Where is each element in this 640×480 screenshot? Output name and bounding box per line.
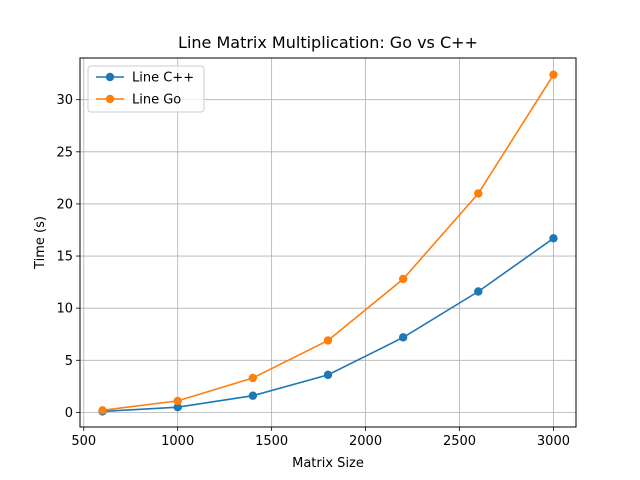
data-point bbox=[173, 396, 182, 406]
y-tick-label: 30 bbox=[56, 93, 73, 108]
y-tick-label: 5 bbox=[65, 354, 73, 369]
data-point bbox=[173, 402, 182, 412]
legend: Line C++ Line Go bbox=[87, 65, 205, 113]
legend-label: Line Go bbox=[132, 93, 181, 108]
legend-swatch-marker bbox=[105, 72, 115, 82]
legend-swatch-marker bbox=[105, 94, 115, 104]
y-tick-label: 20 bbox=[56, 197, 73, 212]
x-axis-label: Matrix Size bbox=[292, 456, 364, 471]
data-point bbox=[549, 234, 558, 243]
data-point bbox=[98, 406, 107, 415]
x-tick-label: 1000 bbox=[161, 434, 194, 449]
grid bbox=[80, 58, 576, 427]
x-tick-label: 2000 bbox=[349, 434, 382, 449]
x-tick-label: 500 bbox=[71, 434, 96, 449]
x-tick-label: 3000 bbox=[537, 434, 570, 449]
data-point bbox=[323, 336, 333, 345]
data-point bbox=[474, 189, 483, 198]
x-tick-label: 1500 bbox=[255, 434, 288, 449]
data-point bbox=[248, 373, 258, 383]
axis-ticks: 500 1000 1500 2000 2500 3000 0 5 10 15 20 25 30 bbox=[56, 93, 570, 449]
series-1 bbox=[98, 70, 558, 415]
data-point bbox=[549, 70, 558, 79]
y-axis-label: Time (s) bbox=[33, 216, 48, 270]
y-tick-label: 15 bbox=[56, 250, 73, 265]
x-tick-label: 2500 bbox=[443, 434, 476, 449]
y-tick-label: 10 bbox=[56, 302, 73, 317]
plot-frame bbox=[79, 57, 577, 428]
chart-title: Line Matrix Multiplication: Go vs C++ bbox=[178, 33, 478, 52]
data-point bbox=[398, 333, 408, 342]
data-point bbox=[398, 274, 408, 284]
data-point bbox=[474, 287, 483, 296]
series-layer bbox=[98, 70, 558, 416]
y-tick-label: 0 bbox=[65, 406, 73, 421]
legend-label: Line C++ bbox=[132, 71, 194, 86]
y-tick-label: 25 bbox=[56, 145, 73, 160]
data-point bbox=[323, 370, 333, 380]
data-point bbox=[248, 391, 258, 400]
